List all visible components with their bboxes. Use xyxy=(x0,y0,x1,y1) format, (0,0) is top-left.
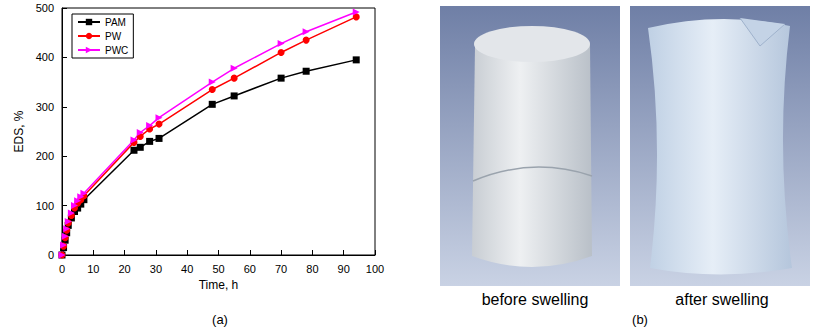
svg-text:50: 50 xyxy=(212,263,224,275)
svg-text:200: 200 xyxy=(36,150,54,162)
svg-text:30: 30 xyxy=(150,263,162,275)
svg-text:40: 40 xyxy=(181,263,193,275)
html-text:before swelling: before swelling xyxy=(481,291,589,308)
svg-text:PWC: PWC xyxy=(105,45,128,56)
svg-text:10: 10 xyxy=(87,263,99,275)
svg-text:EDS, %: EDS, % xyxy=(12,110,26,152)
svg-text:Time, h: Time, h xyxy=(199,278,239,292)
svg-text:80: 80 xyxy=(306,263,318,275)
svg-text:70: 70 xyxy=(275,263,287,275)
html-text:after swelling: after swelling xyxy=(675,291,769,308)
html-text:(a): (a) xyxy=(212,312,228,327)
svg-text:100: 100 xyxy=(366,263,384,275)
svg-text:300: 300 xyxy=(36,101,54,113)
svg-text:20: 20 xyxy=(118,263,130,275)
svg-text:PW: PW xyxy=(105,31,122,42)
svg-text:0: 0 xyxy=(59,263,65,275)
svg-text:500: 500 xyxy=(36,2,54,14)
svg-text:0: 0 xyxy=(48,249,54,261)
svg-text:60: 60 xyxy=(244,263,256,275)
svg-text:PAM: PAM xyxy=(105,17,126,28)
svg-text:90: 90 xyxy=(338,263,350,275)
svg-text:400: 400 xyxy=(36,51,54,63)
html-text:(b): (b) xyxy=(632,312,648,327)
svg-text:100: 100 xyxy=(36,200,54,212)
